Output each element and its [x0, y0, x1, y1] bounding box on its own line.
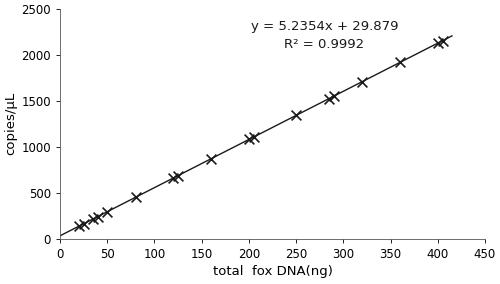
Text: y = 5.2354x + 29.879
R² = 0.9992: y = 5.2354x + 29.879 R² = 0.9992: [250, 20, 398, 51]
Point: [174, 173, 182, 178]
Point: [438, 38, 446, 43]
Point: [94, 214, 102, 219]
Point: [330, 94, 338, 98]
Point: [103, 210, 111, 214]
Point: [132, 195, 140, 200]
Point: [325, 96, 333, 101]
Point: [250, 135, 258, 139]
Point: [89, 217, 97, 221]
X-axis label: total  fox DNA(ng): total fox DNA(ng): [212, 265, 332, 278]
Point: [396, 60, 404, 65]
Point: [434, 41, 442, 45]
Point: [245, 137, 253, 142]
Point: [292, 113, 300, 118]
Point: [75, 224, 83, 228]
Point: [170, 176, 177, 180]
Y-axis label: copies/μL: copies/μL: [4, 92, 17, 155]
Point: [207, 156, 215, 161]
Point: [80, 222, 88, 226]
Point: [358, 80, 366, 84]
